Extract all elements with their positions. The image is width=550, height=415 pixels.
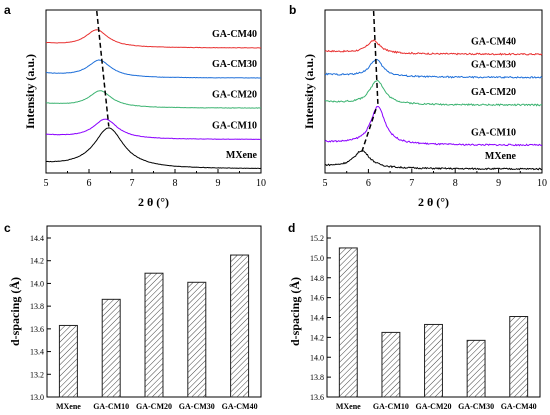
panel-letter-d: d xyxy=(288,221,295,235)
bar xyxy=(101,298,121,398)
series-line-ga-cm20 xyxy=(45,90,262,109)
x-tick-label: 5 xyxy=(44,178,49,189)
x-tick-label: 6 xyxy=(87,178,92,189)
bar xyxy=(424,323,443,398)
y-tick-label: 13.4 xyxy=(30,348,44,357)
y-axis-title: Intensity (a.u.) xyxy=(23,54,37,129)
series-line-ga-cm10 xyxy=(324,105,543,147)
bar xyxy=(381,331,401,398)
bar xyxy=(187,281,207,398)
category-label: GA-CM30 xyxy=(458,402,494,411)
panel-b: b 5 6 7 8 9 10 2 θ (°) Intensity (a.u.) MXene GA-C… xyxy=(289,3,547,209)
series-label: GA-CM30 xyxy=(212,59,257,70)
panel-letter-c: c xyxy=(4,221,11,235)
y-tick-label: 13.2 xyxy=(30,370,44,379)
x-axis-title: 2 θ (°) xyxy=(138,195,169,209)
y-axis-title: d-spacing (Å) xyxy=(288,277,302,346)
bar xyxy=(58,324,78,398)
bar xyxy=(338,247,358,398)
y-tick-label: 14.0 xyxy=(30,279,44,288)
y-tick-label: 13.6 xyxy=(310,393,324,402)
panel-d: d 13.6 13.8 14.0 14.2 14.4 14.6 14.8 15.0 15.2 d-s… xyxy=(288,221,541,411)
category-label: GA-CM20 xyxy=(136,402,172,411)
category-label: GA-CM40 xyxy=(501,402,537,411)
category-label: GA-CM40 xyxy=(222,402,258,411)
series-label: GA-CM20 xyxy=(212,89,257,100)
y-tick-label: 14.8 xyxy=(310,274,324,283)
panel-letter-b: b xyxy=(289,3,296,17)
category-label: GA-CM10 xyxy=(93,402,129,411)
y-tick-label: 13.6 xyxy=(30,325,44,334)
series-label: GA-CM20 xyxy=(471,87,516,98)
panel-c: c 13.0 13.2 13.4 13.6 13.8 14.0 14.2 14.4 d-spaci… xyxy=(4,221,262,411)
bar xyxy=(509,316,529,398)
series-label: MXene xyxy=(226,150,258,161)
series-label: GA-CM40 xyxy=(471,36,516,47)
series-line-ga-cm30 xyxy=(45,59,261,79)
peak-shift-dashed-line xyxy=(95,10,110,127)
peak-shift-dashed-line xyxy=(361,108,377,152)
y-tick-label: 14.2 xyxy=(310,333,324,342)
y-tick-label: 14.4 xyxy=(30,234,44,243)
category-label: GA-CM20 xyxy=(416,402,452,411)
category-label: GA-CM30 xyxy=(179,402,215,411)
y-tick-label: 15.0 xyxy=(310,254,324,263)
y-tick-label: 14.6 xyxy=(310,294,324,303)
bar xyxy=(230,254,250,398)
y-tick-label: 14.2 xyxy=(30,257,44,266)
panel-letter-a: a xyxy=(4,3,11,17)
y-axis-title: Intensity (a.u.) xyxy=(302,54,316,129)
y-tick-label: 14.4 xyxy=(310,314,324,323)
series-label: GA-CM40 xyxy=(212,29,257,40)
y-axis-title: d-spacing (Å) xyxy=(8,277,22,346)
x-tick-label: 7 xyxy=(130,178,135,189)
series-line-ga-cm40 xyxy=(324,39,543,56)
x-tick-label: 9 xyxy=(216,178,221,189)
peak-shift-dashed-line xyxy=(372,10,379,106)
y-tick-label: 14.0 xyxy=(310,353,324,362)
category-label: MXene xyxy=(56,402,81,411)
x-tick-label: 10 xyxy=(256,178,266,189)
x-tick-label: 9 xyxy=(496,178,501,189)
series-line-ga-cm20 xyxy=(324,79,543,107)
series-label: MXene xyxy=(485,151,517,162)
x-tick-label: 5 xyxy=(323,178,328,189)
y-tick-label: 13.8 xyxy=(30,302,44,311)
x-tick-label: 7 xyxy=(409,178,414,189)
x-axis-title: 2 θ (°) xyxy=(418,195,449,209)
y-tick-label: 13.8 xyxy=(310,373,324,382)
y-tick-label: 15.2 xyxy=(310,234,324,243)
panel-a: a 5 6 7 8 9 10 2 θ (°) Intensity (a.u.) MXene GA-C… xyxy=(4,3,266,209)
series-line-mxene xyxy=(46,127,262,170)
x-tick-label: 6 xyxy=(366,178,371,189)
x-tick-label: 8 xyxy=(173,178,178,189)
x-tick-label: 10 xyxy=(537,178,547,189)
bar xyxy=(144,272,164,398)
x-tick-label: 8 xyxy=(453,178,458,189)
series-line-ga-cm40 xyxy=(46,29,262,49)
series-line-ga-cm10 xyxy=(45,118,261,140)
category-label: MXene xyxy=(336,402,361,411)
series-line-ga-cm30 xyxy=(324,58,543,79)
series-label: GA-CM30 xyxy=(471,60,516,71)
series-label: GA-CM10 xyxy=(212,121,257,132)
y-tick-label: 13.0 xyxy=(30,393,44,402)
category-label: GA-CM10 xyxy=(373,402,409,411)
series-label: GA-CM10 xyxy=(471,127,516,138)
bar xyxy=(466,339,486,398)
